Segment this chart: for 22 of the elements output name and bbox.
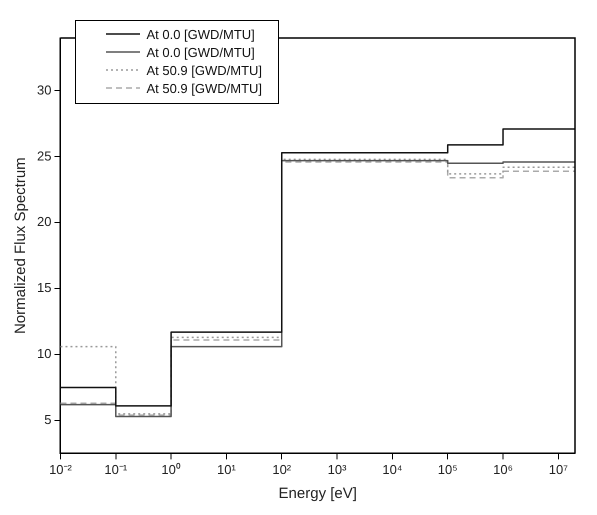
x-tick-label: 10⁻¹ (104, 462, 128, 477)
legend-label: At 0.0 [GWD/MTU] (146, 26, 255, 42)
y-tick-label: 20 (36, 214, 52, 230)
x-tick-label: 10⁶ (493, 462, 513, 477)
x-tick-label: 10⁵ (438, 462, 458, 477)
x-tick-label: 10³ (328, 462, 348, 477)
y-tick-label: 15 (36, 280, 52, 296)
legend-label: At 50.9 [GWD/MTU] (146, 80, 262, 96)
x-tick-label: 10⁷ (548, 462, 568, 477)
x-tick-label: 10⁻² (49, 462, 73, 477)
x-tick-label: 10² (272, 462, 292, 477)
x-axis-title: Energy [eV] (278, 485, 357, 502)
legend-label: At 0.0 [GWD/MTU] (146, 44, 255, 60)
y-tick-label: 5 (44, 412, 52, 428)
y-tick-label: 25 (36, 148, 52, 164)
y-axis-title: Normalized Flux Spectrum (12, 157, 30, 334)
x-tick-label: 10¹ (217, 462, 236, 477)
y-tick-label: 30 (36, 82, 52, 98)
x-tick-label: 10⁰ (161, 462, 181, 477)
y-tick-label: 10 (36, 346, 52, 362)
legend-label: At 50.9 [GWD/MTU] (146, 62, 262, 78)
x-tick-label: 10⁴ (382, 462, 402, 477)
